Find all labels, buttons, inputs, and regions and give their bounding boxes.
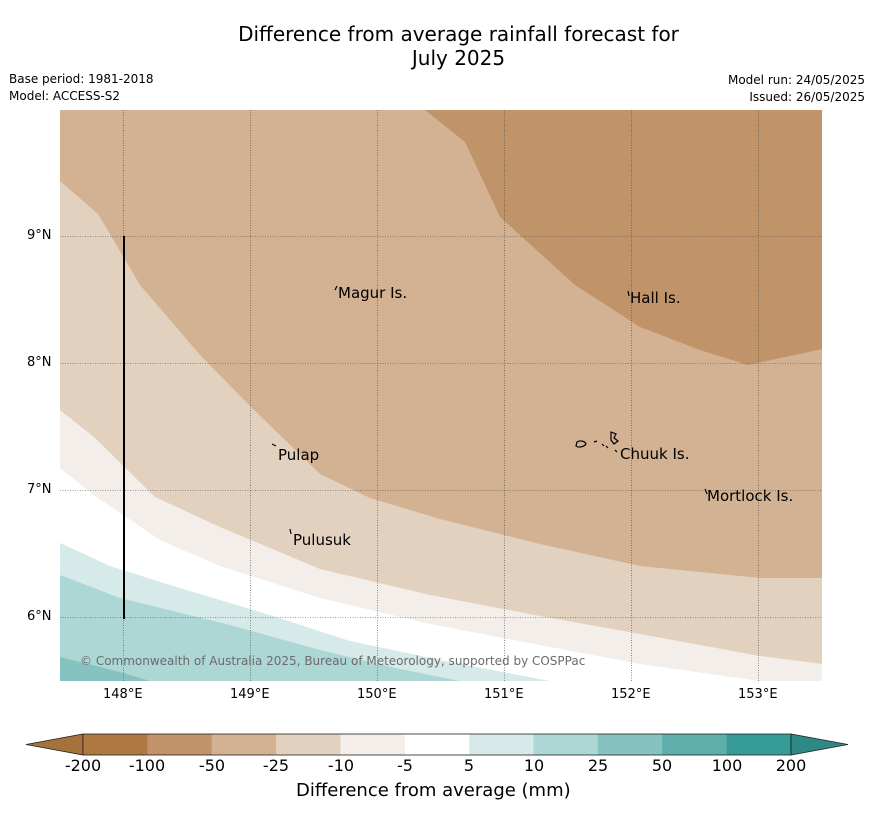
x-tick-label: 153°E xyxy=(738,687,778,702)
colorbar-tick-label: -200 xyxy=(64,756,102,775)
islands xyxy=(271,285,708,535)
x-tick-label: 151°E xyxy=(484,687,524,702)
colorbar-segment xyxy=(147,734,213,755)
place-label-magur: Magur Is. xyxy=(338,284,408,302)
colorbar-extend-high xyxy=(790,733,849,756)
colorbar-tick-label: 5 xyxy=(463,756,475,775)
base-period-text: Base period: 1981-2018 xyxy=(9,72,154,86)
map-title-line1: Difference from average rainfall forecas… xyxy=(238,22,679,46)
place-label-chuuk: Chuuk Is. xyxy=(620,445,690,463)
x-tick-label: 152°E xyxy=(611,687,651,702)
colorbar-tick-label: 25 xyxy=(587,756,609,775)
map-title: Difference from average rainfall forecas… xyxy=(0,22,873,70)
x-tick-label: 150°E xyxy=(357,687,397,702)
colorbar-segment xyxy=(597,734,663,755)
island-pulusuk xyxy=(289,528,292,535)
place-label-pulap: Pulap xyxy=(278,446,320,464)
colorbar-tick-label: -5 xyxy=(397,756,413,775)
colorbar-segment xyxy=(276,734,341,755)
y-tick-label: 6°N xyxy=(27,609,52,624)
colorbar-segment xyxy=(404,734,470,755)
colorbar-tick-label: -10 xyxy=(327,756,355,775)
band-25-50 xyxy=(60,657,150,681)
place-label-pulusuk: Pulusuk xyxy=(293,531,351,549)
y-tick-label: 7°N xyxy=(27,482,52,497)
island-chuuk xyxy=(575,431,619,453)
colorbar-segment xyxy=(469,734,535,755)
y-tick-label: 8°N xyxy=(27,355,52,370)
place-label-mortlock: Mortlock Is. xyxy=(707,487,794,505)
colorbar-segment xyxy=(533,734,599,755)
colorbar-segment xyxy=(83,734,148,755)
colorbar-tick-label: 200 xyxy=(775,756,807,775)
y-tick-label: 9°N xyxy=(27,228,52,243)
colorbar-segment xyxy=(340,734,406,755)
colorbar-tick-label: -100 xyxy=(128,756,166,775)
band-neg100-neg50 xyxy=(425,110,822,365)
copyright-text: © Commonwealth of Australia 2025, Bureau… xyxy=(80,654,586,668)
colorbar-segment xyxy=(211,734,277,755)
island-pulap xyxy=(271,443,277,447)
x-tick-label: 148°E xyxy=(103,687,143,702)
colorbar-tick-label: 100 xyxy=(711,756,743,775)
model-text: Model: ACCESS-S2 xyxy=(9,89,121,103)
map-title-line2: July 2025 xyxy=(411,46,506,70)
issued-text: Issued: 26/05/2025 xyxy=(749,90,865,104)
meta-right: Model run: 24/05/2025 Issued: 26/05/2025 xyxy=(728,72,865,106)
colorbar-extend-low xyxy=(25,733,84,756)
island-hall xyxy=(627,290,630,297)
colorbar xyxy=(25,733,849,756)
meta-left: Base period: 1981-2018 Model: ACCESS-S2 xyxy=(9,71,154,105)
colorbar-outline xyxy=(82,733,792,756)
colorbar-tick-label: -50 xyxy=(198,756,226,775)
colorbar-tick-label: 50 xyxy=(651,756,673,775)
x-tick-label: 149°E xyxy=(230,687,270,702)
gridlines xyxy=(60,110,822,681)
colorbar-title: Difference from average (mm) xyxy=(296,780,571,801)
rainfall-bands xyxy=(60,110,822,681)
band-10-25 xyxy=(60,575,460,681)
island-magur xyxy=(334,285,338,291)
colorbar-tick-label: 10 xyxy=(523,756,545,775)
colorbar-segment xyxy=(726,734,792,755)
place-label-hall: Hall Is. xyxy=(630,289,681,307)
island-mortlock xyxy=(704,488,708,495)
colorbar-tick-label: -25 xyxy=(262,756,290,775)
model-run-text: Model run: 24/05/2025 xyxy=(727,73,865,87)
colorbar-segment xyxy=(662,734,728,755)
